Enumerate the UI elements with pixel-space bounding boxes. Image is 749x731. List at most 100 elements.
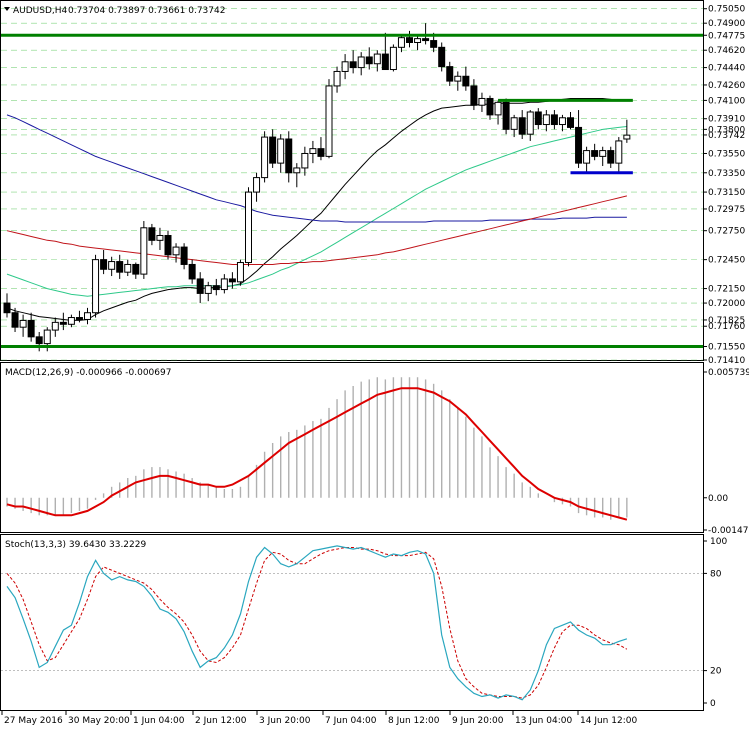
candle-bear <box>188 263 196 280</box>
candle-bull <box>494 101 502 116</box>
candle-bull <box>245 191 252 264</box>
time-label: 30 May 20:00 <box>68 716 130 726</box>
price-label: 0.71825 <box>708 316 745 326</box>
candle-bear <box>285 138 293 174</box>
candle-bear <box>132 263 140 275</box>
candle-bear <box>365 56 373 65</box>
time-label: 2 Jun 12:00 <box>195 716 247 726</box>
candle-bull <box>623 134 631 140</box>
price-label: 0.72750 <box>708 227 745 237</box>
candle-bull <box>389 46 397 71</box>
main-panel-frame <box>0 0 704 361</box>
candle-bull <box>583 150 591 164</box>
candle-bull <box>124 263 132 273</box>
price-label: 0.72450 <box>708 256 745 266</box>
time-label: 1 Jun 04:00 <box>133 716 185 726</box>
candle-bear <box>100 259 108 270</box>
price-label: 0.73742 <box>708 131 745 141</box>
price-label: 0.71410 <box>708 356 745 366</box>
candle-bull <box>220 278 228 291</box>
candle-bull <box>615 140 623 164</box>
candle-bull <box>51 321 59 331</box>
time-label: 7 Jun 04:00 <box>325 716 377 726</box>
candle-bull <box>253 177 261 193</box>
candle-bear <box>381 53 389 71</box>
price-label: 0.73910 <box>708 115 745 125</box>
candle-bull <box>156 235 164 241</box>
candle-bear <box>148 227 156 241</box>
time-axis: 27 May 2016 30 May 20:00 1 Jun 04:00 2 Jun … <box>1 711 637 726</box>
candle-bear <box>75 317 83 320</box>
price-label: 0.71550 <box>708 342 745 352</box>
ma-line-red <box>6 195 628 265</box>
price-label: 0.72975 <box>708 205 745 215</box>
candle-bear <box>116 261 124 273</box>
candle-bull <box>510 117 518 130</box>
price-label: 0.72000 <box>708 299 745 309</box>
stoch-label: 100 <box>710 537 727 547</box>
candle-bull <box>67 317 75 325</box>
candle-bull <box>325 85 333 157</box>
time-label: 27 May 2016 <box>4 716 63 726</box>
candle-bull <box>309 148 317 154</box>
price-label: 0.74260 <box>708 81 745 91</box>
stoch-axis: 100 80 20 0 <box>703 537 727 709</box>
candle-bull <box>19 319 27 328</box>
candle-bull <box>454 75 462 82</box>
candle-bear <box>502 101 510 130</box>
candle-bull <box>140 227 148 275</box>
candle-bear <box>430 40 438 48</box>
candle-bull <box>478 97 486 106</box>
candle-bull <box>84 312 91 320</box>
candle-bull <box>397 37 405 48</box>
candle-bear <box>422 38 430 42</box>
price-label: 0.74440 <box>708 64 745 74</box>
stoch-plot <box>1 545 703 701</box>
candle-bear <box>180 246 188 265</box>
moving-averages <box>6 98 628 321</box>
candle-bear <box>607 150 615 164</box>
candle-bull <box>558 117 566 126</box>
candle-bear <box>406 37 413 43</box>
candle-bear <box>59 321 67 325</box>
candle-bear <box>35 336 43 345</box>
price-label: 0.73150 <box>708 188 745 198</box>
stoch-signal-line <box>6 547 628 699</box>
time-label: 3 Jun 20:00 <box>259 716 311 726</box>
candle-bear <box>3 302 11 314</box>
ma-line-teal <box>6 126 627 297</box>
candle-bear <box>27 319 35 338</box>
macd-label: 0.005739 <box>708 368 749 378</box>
candle-bear <box>349 61 357 69</box>
candle-bear <box>446 66 454 82</box>
candle-bull <box>293 167 301 174</box>
collapse-arrow-icon[interactable] <box>4 7 10 11</box>
price-label: 0.74620 <box>708 46 745 56</box>
price-label: 0.73550 <box>708 149 745 159</box>
symbol-header: AUDUSD,H4 0.73704 0.73897 0.73661 0.7374… <box>4 6 225 16</box>
ma-line-blue <box>6 114 627 223</box>
stoch-label: 20 <box>710 667 722 677</box>
candles <box>3 23 631 352</box>
candle-bull <box>414 38 422 43</box>
candle-bear <box>462 75 470 87</box>
macd-panel-frame <box>0 362 704 533</box>
stoch-main-line <box>6 545 628 701</box>
candle-bull <box>204 285 212 294</box>
candle-bull <box>526 111 534 135</box>
candle-bear <box>212 285 220 291</box>
macd-plot <box>6 377 628 521</box>
time-label: 14 Jun 12:00 <box>580 716 637 726</box>
candle-bear <box>228 278 236 283</box>
stoch-title: Stoch(13,3,3) 39.6430 33.2229 <box>5 540 146 550</box>
candle-bear <box>518 117 526 135</box>
candle-bull <box>92 259 100 314</box>
ohlc-values: 0.73704 0.73897 0.73661 0.73742 <box>68 6 225 16</box>
candle-bear <box>567 117 574 128</box>
time-label: 13 Jun 04:00 <box>515 716 572 726</box>
price-label: 0.75050 <box>708 5 745 15</box>
time-label: 9 Jun 20:00 <box>452 716 504 726</box>
